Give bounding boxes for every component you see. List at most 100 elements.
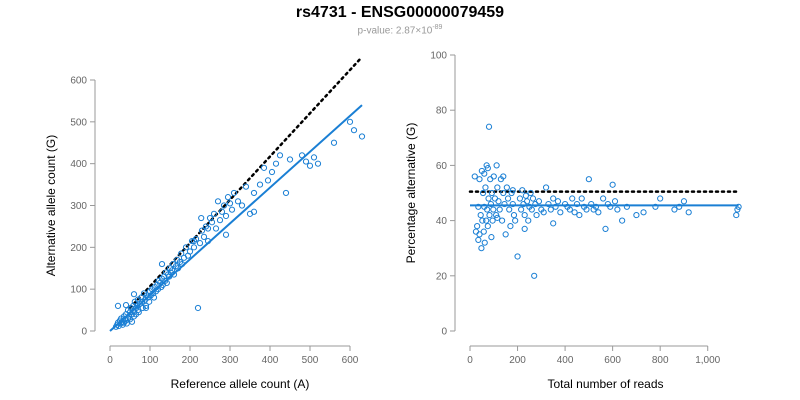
right-data-point [619, 217, 626, 224]
left-data-point [302, 158, 310, 165]
right-data-point [484, 223, 491, 230]
left-data-point [256, 181, 264, 188]
right-data-point [518, 206, 525, 213]
left-x-tick-label: 300 [222, 355, 239, 366]
left-data-point [142, 304, 150, 312]
left-data-point [150, 294, 158, 301]
right-data-point [484, 206, 491, 213]
right-data-point [685, 209, 692, 216]
left-data-point [250, 189, 258, 197]
left-x-tick-label: 0 [107, 355, 113, 366]
left-data-point [268, 168, 276, 176]
left-y-axis-label: Alternative allele count (G) [44, 135, 58, 276]
right-data-point [485, 195, 492, 202]
right-data-point [471, 173, 478, 180]
left-data-point [282, 189, 290, 197]
right-data-point [542, 184, 550, 191]
left-data-point [128, 318, 136, 325]
right-x-tick-label: 200 [509, 355, 526, 366]
right-y-axis-label: Percentage alternative (G) [404, 123, 418, 264]
left-data-point [170, 271, 178, 278]
left-data-point [310, 154, 318, 161]
left-y-tick-label: 0 [81, 327, 87, 338]
left-data-point [220, 202, 228, 209]
left-data-point [358, 133, 366, 140]
left-data-point [182, 244, 190, 251]
right-data-point [506, 206, 513, 213]
left-data-point [208, 219, 216, 226]
right-data-point [554, 198, 562, 205]
left-data-point [186, 248, 194, 255]
right-y-tick-label: 40 [436, 216, 448, 227]
right-data-point [476, 176, 483, 183]
right-data-point [733, 211, 740, 219]
left-data-point [224, 194, 232, 201]
right-data-point [475, 236, 482, 244]
left-data-point [230, 189, 238, 197]
left-data-point [314, 160, 322, 167]
right-data-point [527, 189, 534, 197]
left-data-point [114, 302, 122, 309]
right-data-point [519, 187, 526, 194]
left-data-point [346, 118, 354, 125]
right-data-point [535, 198, 543, 205]
right-data-point [576, 211, 583, 219]
right-data-point [588, 200, 595, 208]
right-data-point [514, 253, 521, 260]
right-data-point [578, 195, 585, 202]
left-data-point [222, 212, 230, 220]
left-fit-line [109, 104, 363, 332]
pvalue-exponent: -89 [432, 24, 443, 31]
left-x-tick-label: 400 [262, 355, 279, 366]
left-x-tick-label: 100 [142, 355, 159, 366]
right-data-point [502, 231, 509, 238]
right-x-axis-label: Total number of reads [547, 377, 663, 391]
right-data-point [614, 206, 621, 213]
right-data-point [522, 192, 529, 199]
right-data-point [494, 184, 501, 191]
left-data-point [216, 217, 224, 224]
right-data-point [475, 203, 482, 210]
left-data-point [135, 309, 142, 316]
right-data-point [633, 211, 640, 219]
right-data-point [500, 189, 507, 197]
left-data-point [264, 177, 272, 184]
right-data-point [479, 189, 487, 197]
right-data-point [504, 195, 512, 202]
right-data-point [478, 245, 485, 252]
right-data-point [525, 217, 532, 224]
right-data-point [640, 209, 647, 216]
right-data-point [611, 198, 619, 205]
right-data-point [623, 203, 630, 210]
right-data-point [491, 195, 499, 202]
right-data-point [485, 123, 493, 130]
right-data-point [490, 206, 497, 213]
right-data-point [531, 272, 538, 279]
right-data-point [550, 220, 557, 227]
pvalue-text: p-value: 2.87×10 [357, 25, 433, 37]
left-data-point [330, 139, 338, 146]
right-data-point [545, 200, 552, 208]
left-data-point [158, 260, 166, 268]
right-data-point [509, 200, 516, 208]
right-data-point [680, 198, 688, 205]
right-data-point [609, 181, 616, 188]
chart-title: rs4731 - ENSG00000079459 [295, 4, 505, 21]
right-data-point [486, 211, 493, 219]
right-y-tick-label: 20 [436, 271, 448, 282]
right-data-point [481, 239, 488, 246]
right-y-tick-label: 0 [441, 327, 447, 338]
right-data-point [481, 170, 488, 177]
right-data-point [484, 165, 491, 172]
right-data-point [676, 203, 683, 210]
right-data-point [494, 214, 501, 221]
right-data-point [569, 195, 576, 202]
right-data-point [529, 195, 537, 202]
left-y-tick-label: 100 [70, 285, 87, 296]
right-data-point [566, 206, 573, 213]
left-y-tick-label: 400 [70, 159, 87, 170]
left-data-point [272, 160, 280, 167]
left-data-point [226, 200, 234, 207]
